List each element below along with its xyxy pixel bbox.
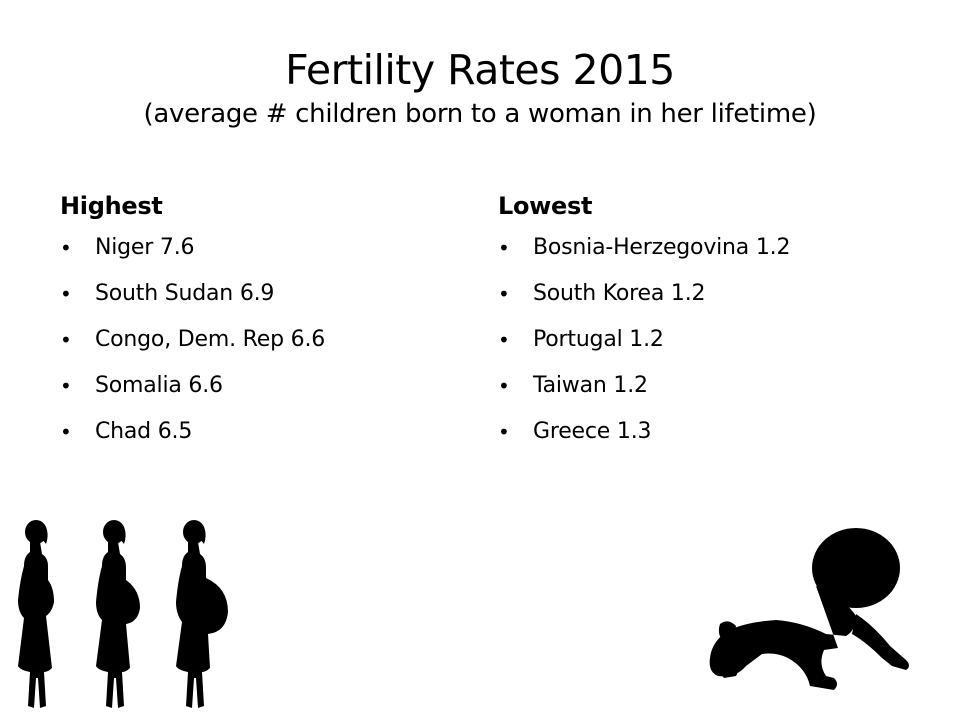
- list-item-text: Greece 1.3: [533, 419, 652, 444]
- list-item-text: Somalia 6.6: [95, 373, 223, 398]
- list-item-text: Niger 7.6: [95, 235, 195, 260]
- bullet-icon: •: [498, 328, 510, 352]
- crawling-baby-silhouette-icon: [709, 528, 909, 690]
- list-item: • Portugal 1.2: [498, 324, 918, 370]
- list-item: • Niger 7.6: [60, 232, 460, 278]
- title-subtitle: (average # children born to a woman in h…: [143, 99, 817, 129]
- list-item: • South Korea 1.2: [498, 278, 918, 324]
- lowest-list: • Bosnia-Herzegovina 1.2 • South Korea 1.2…: [498, 232, 918, 462]
- highest-column: Highest • Niger 7.6 • South Sudan 6.9 • Con…: [60, 190, 460, 462]
- list-item: • South Sudan 6.9: [60, 278, 460, 324]
- list-item-text: Bosnia-Herzegovina 1.2: [533, 235, 791, 260]
- list-item: • Taiwan 1.2: [498, 370, 918, 416]
- list-item-text: Portugal 1.2: [533, 327, 664, 352]
- highest-list: • Niger 7.6 • South Sudan 6.9 • Congo, Dem.…: [60, 232, 460, 462]
- bullet-icon: •: [60, 328, 72, 352]
- slide-title: Fertility Rates 2015 (average # children…: [60, 44, 900, 132]
- pregnant-woman-silhouette-icon: [96, 520, 140, 708]
- bullet-icon: •: [498, 282, 510, 306]
- list-item-text: Congo, Dem. Rep 6.6: [95, 327, 326, 352]
- list-item-text: South Korea 1.2: [533, 281, 706, 306]
- lowest-heading: Lowest: [498, 192, 593, 220]
- title-main: Fertility Rates 2015: [285, 46, 675, 94]
- bullet-icon: •: [60, 420, 72, 444]
- pregnant-woman-silhouette-icon: [176, 520, 228, 708]
- list-item-text: South Sudan 6.9: [95, 281, 275, 306]
- pregnant-woman-silhouette-icon: [18, 520, 54, 708]
- list-item-text: Chad 6.5: [95, 419, 193, 444]
- bullet-icon: •: [498, 374, 510, 398]
- bullet-icon: •: [498, 420, 510, 444]
- bullet-icon: •: [498, 236, 510, 260]
- list-item: • Somalia 6.6: [60, 370, 460, 416]
- list-item: • Bosnia-Herzegovina 1.2: [498, 232, 918, 278]
- lowest-column: Lowest • Bosnia-Herzegovina 1.2 • South Ko…: [498, 190, 918, 462]
- highest-heading: Highest: [60, 192, 163, 220]
- list-item: • Congo, Dem. Rep 6.6: [60, 324, 460, 370]
- bullet-icon: •: [60, 374, 72, 398]
- bullet-icon: •: [60, 236, 72, 260]
- list-item: • Greece 1.3: [498, 416, 918, 462]
- list-item: • Chad 6.5: [60, 416, 460, 462]
- list-item-text: Taiwan 1.2: [533, 373, 648, 398]
- bullet-icon: •: [60, 282, 72, 306]
